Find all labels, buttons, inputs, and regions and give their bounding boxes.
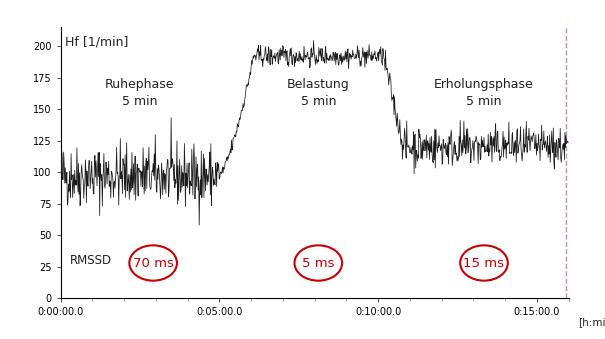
Text: RMSSD: RMSSD xyxy=(70,254,112,267)
Ellipse shape xyxy=(460,245,508,281)
Text: Ruhephase
5 min: Ruhephase 5 min xyxy=(105,78,175,108)
Text: Hf [1/min]: Hf [1/min] xyxy=(65,36,128,49)
Text: 15 ms: 15 ms xyxy=(463,257,505,270)
Text: Erholungsphase
5 min: Erholungsphase 5 min xyxy=(434,78,534,108)
Ellipse shape xyxy=(129,245,177,281)
Text: [h:min:s]: [h:min:s] xyxy=(578,317,605,327)
Text: Belastung
5 min: Belastung 5 min xyxy=(287,78,350,108)
Ellipse shape xyxy=(295,245,342,281)
Text: 70 ms: 70 ms xyxy=(132,257,174,270)
Text: 5 ms: 5 ms xyxy=(302,257,335,270)
